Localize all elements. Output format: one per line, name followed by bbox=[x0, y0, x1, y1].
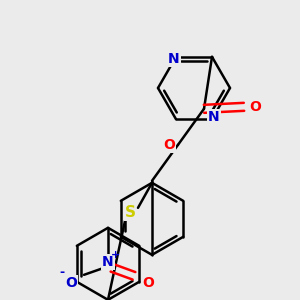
Text: -: - bbox=[59, 266, 64, 279]
Text: S: S bbox=[124, 205, 136, 220]
Text: O: O bbox=[249, 100, 261, 114]
Text: N: N bbox=[208, 110, 220, 124]
Text: O: O bbox=[142, 276, 154, 290]
Text: O: O bbox=[65, 276, 77, 290]
Text: N: N bbox=[168, 52, 180, 66]
Text: O: O bbox=[163, 138, 175, 152]
Text: +: + bbox=[111, 250, 121, 260]
Text: N: N bbox=[102, 255, 114, 269]
